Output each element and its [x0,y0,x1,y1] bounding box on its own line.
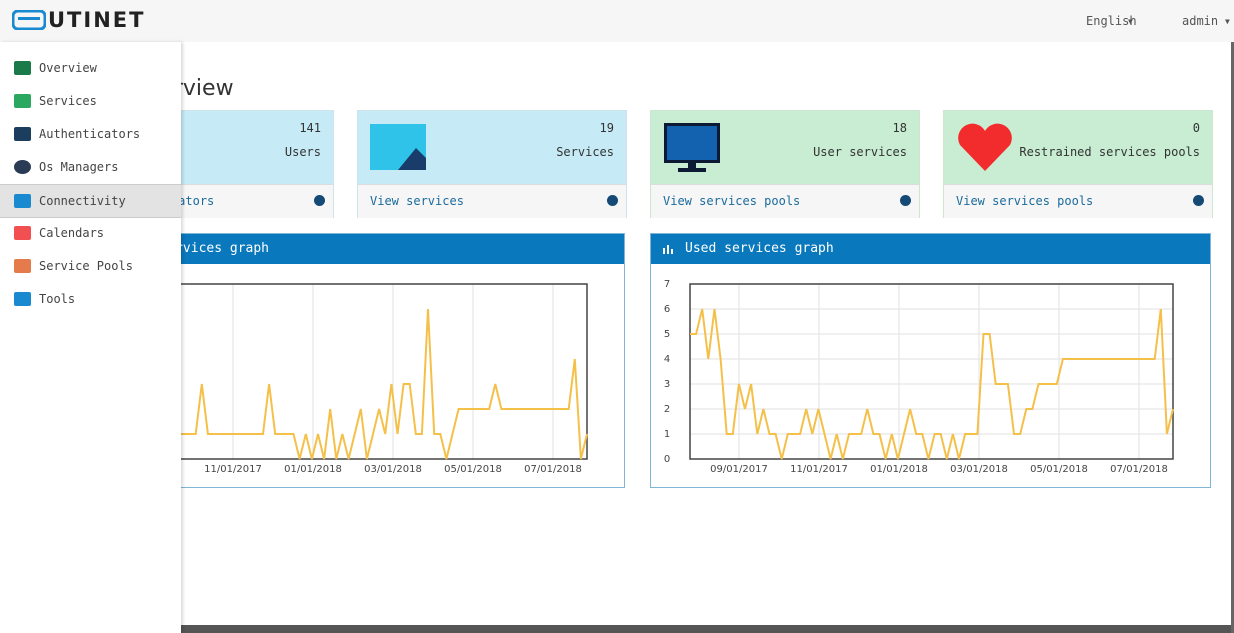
nav-label: Calendars [39,226,105,240]
nav-icon [14,61,31,75]
nav-label: Service Pools [39,259,133,273]
user-menu[interactable]: admin [1182,14,1219,28]
x-tick-label: 07/01/2018 [524,464,582,475]
nav-label: Os Managers [39,160,119,174]
x-tick-label: 03/01/2018 [950,464,1008,475]
nav-item[interactable]: Calendars [0,217,181,249]
x-tick-label: 01/01/2018 [284,464,342,475]
y-tick-label: 7 [664,279,670,290]
y-tick-label: 2 [664,404,670,415]
count: 19 [599,121,614,135]
card: 18 User services View services pools [650,110,920,218]
link[interactable]: View services pools [663,194,801,208]
y-tick-label: 5 [664,329,670,340]
arrow [900,195,911,206]
x-tick-label: 11/01/2017 [204,464,262,475]
nav-icon [14,194,31,208]
nav-icon [14,226,31,240]
nav-item[interactable]: Service Pools [0,250,181,282]
x-tick-label: 09/01/2017 [710,464,768,475]
nav-label: Tools [39,292,76,306]
arrow [607,195,618,206]
nav-icon [14,160,31,174]
link[interactable]: View services pools [956,194,1094,208]
nav-icon [14,292,31,306]
y-tick-label: 6 [664,304,670,315]
nav-label: Connectivity [39,194,126,208]
nav-label: Services [39,94,97,108]
x-tick-label: 11/01/2017 [790,464,848,475]
icon [958,123,1012,171]
caret: ▼ [1225,17,1230,26]
count: 0 [1192,121,1200,135]
x-tick-label: 01/01/2018 [870,464,928,475]
x-tick-label: 03/01/2018 [364,464,422,475]
x-tick-label: 05/01/2018 [1030,464,1088,475]
right-edge [1231,42,1234,633]
language-menu[interactable]: English [1086,14,1137,28]
nav-item[interactable]: Authenticators [0,118,181,150]
header: UTINET English ▼ admin ▼ [0,0,1234,42]
nav-item[interactable]: Services [0,85,181,117]
y-tick-label: 1 [664,429,670,440]
nav-item[interactable]: Os Managers [0,151,181,183]
link[interactable]: View services [370,194,464,208]
arrow [1193,195,1204,206]
graph-icon [663,245,673,254]
x-tick-label: 07/01/2018 [1110,464,1168,475]
logo[interactable]: UTINET [48,8,146,32]
card: 19 Services View services [357,110,627,218]
graph: 0 1 2 3 4 5 6 7 09/01/2017 11/01/2017 01/01/2018 03… [664,279,1174,475]
nav-icon [14,127,31,141]
nav-icon [14,259,31,273]
sidebar: Overview Services Authenticators Os Manager… [0,42,181,633]
nav-item[interactable]: Connectivity [0,184,181,218]
caret: ▼ [1128,17,1133,26]
nav-item[interactable]: Tools [0,283,181,315]
nav-label: Authenticators [39,127,141,141]
y-tick-label: 0 [664,454,670,465]
bottom-edge [0,625,1234,633]
label: User services [813,145,907,159]
y-tick-label: 3 [664,379,670,390]
data-line [104,308,588,460]
graph-title: Used services graph [685,241,834,256]
label: Restrained services pools [1019,145,1200,159]
nav-label: Overview [39,61,97,75]
logo-icon [12,10,46,30]
arrow [314,195,325,206]
graph-panel: Used services graph 0 1 2 3 4 5 6 7 09/01/2017 11/… [650,233,1211,488]
card: 0 Restrained services pools View services … [943,110,1213,218]
plot-frame [689,283,1174,460]
icon [664,123,720,172]
count: 18 [892,121,907,135]
y-tick-label: 4 [664,354,670,365]
nav-item[interactable]: Overview [0,52,181,84]
icon [370,124,426,170]
label: Services [556,145,614,159]
label: Users [284,145,321,159]
data-line [690,308,1174,460]
x-tick-label: 05/01/2018 [444,464,502,475]
nav-icon [14,94,31,108]
count: 141 [299,121,321,135]
